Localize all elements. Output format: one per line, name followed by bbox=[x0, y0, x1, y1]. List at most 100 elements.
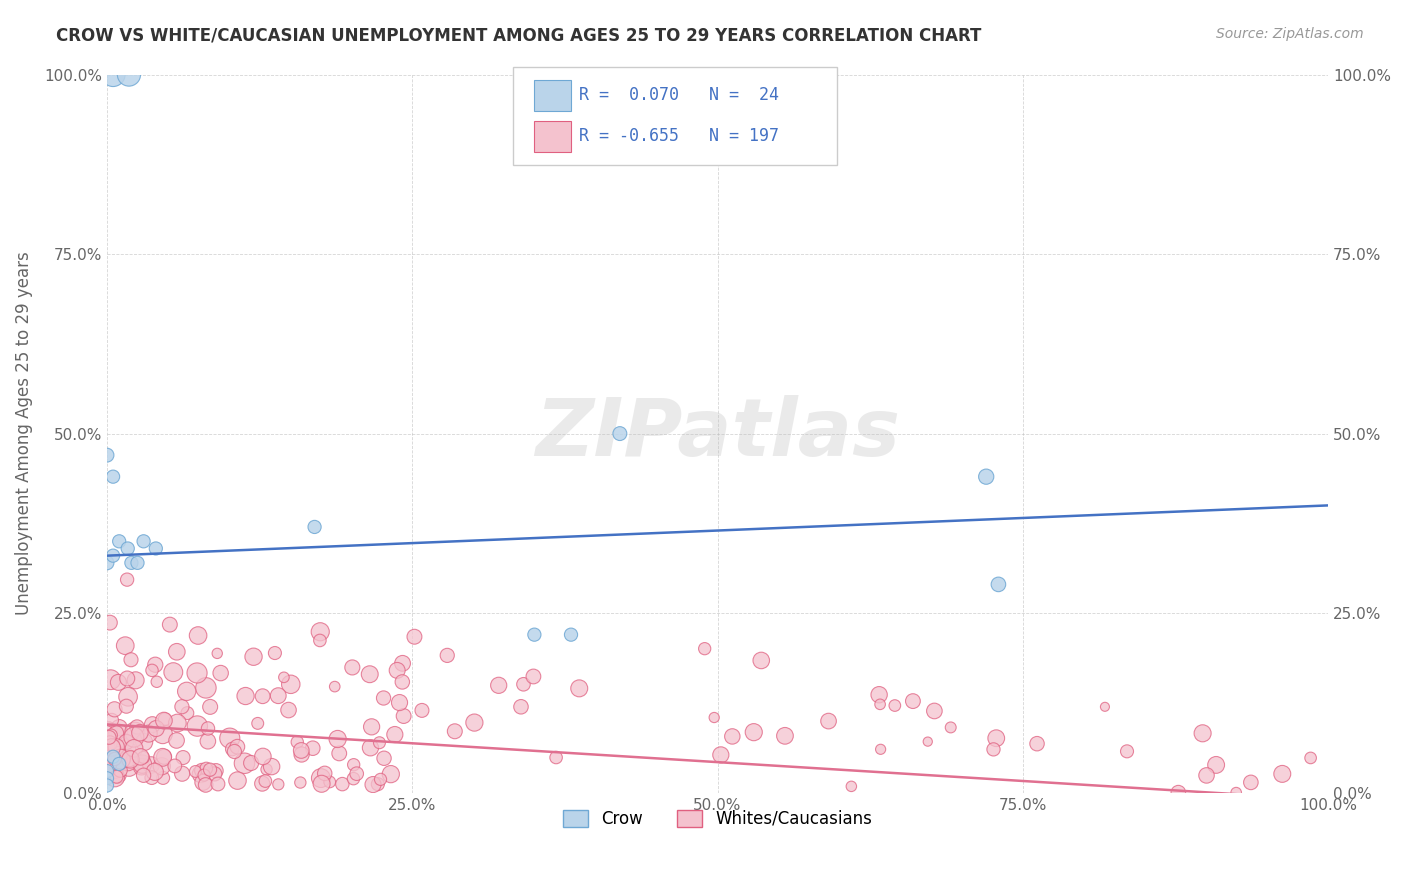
Text: R = -0.655   N = 197: R = -0.655 N = 197 bbox=[579, 128, 779, 145]
Point bbox=[97, 724, 120, 739]
Point bbox=[252, 690, 274, 704]
Point bbox=[264, 646, 287, 660]
Point bbox=[568, 681, 591, 696]
Point bbox=[1167, 786, 1189, 800]
Point bbox=[443, 724, 465, 739]
Point bbox=[207, 646, 229, 660]
Point bbox=[384, 727, 406, 741]
Point bbox=[98, 763, 121, 777]
Point bbox=[191, 775, 214, 789]
Point bbox=[510, 699, 533, 714]
Point bbox=[209, 666, 232, 681]
Point bbox=[96, 764, 118, 778]
Point bbox=[115, 573, 138, 587]
Point bbox=[129, 750, 152, 764]
Point bbox=[138, 726, 160, 740]
Point bbox=[463, 715, 485, 730]
Point bbox=[101, 469, 124, 483]
Point bbox=[105, 764, 128, 778]
Point bbox=[190, 767, 212, 781]
Point bbox=[987, 577, 1010, 591]
Point bbox=[273, 670, 295, 684]
Point bbox=[343, 757, 366, 772]
Point bbox=[512, 677, 534, 691]
Point bbox=[152, 750, 174, 764]
Point bbox=[226, 739, 249, 754]
Point bbox=[104, 770, 127, 784]
Point bbox=[197, 722, 219, 736]
Point bbox=[986, 731, 1008, 746]
Point bbox=[115, 672, 138, 686]
Point bbox=[207, 777, 229, 791]
Point bbox=[721, 730, 744, 744]
Point bbox=[194, 778, 217, 792]
Y-axis label: Unemployment Among Ages 25 to 29 years: Unemployment Among Ages 25 to 29 years bbox=[15, 252, 32, 615]
Point bbox=[1191, 726, 1213, 740]
Point bbox=[323, 680, 346, 694]
Legend: Crow, Whites/Caucasians: Crow, Whites/Caucasians bbox=[557, 803, 879, 835]
Point bbox=[101, 68, 124, 82]
Point bbox=[110, 764, 132, 778]
Point bbox=[773, 729, 796, 743]
Point bbox=[198, 763, 221, 777]
Point bbox=[380, 767, 402, 781]
Point bbox=[326, 731, 349, 746]
Point bbox=[101, 755, 124, 769]
Point bbox=[1195, 768, 1218, 782]
Point bbox=[311, 777, 333, 791]
Point bbox=[361, 778, 384, 792]
Point bbox=[204, 767, 226, 781]
Point bbox=[105, 726, 128, 740]
Point bbox=[370, 772, 392, 787]
Point bbox=[841, 780, 863, 794]
Point bbox=[309, 624, 332, 639]
Point bbox=[114, 639, 136, 653]
Point bbox=[110, 751, 132, 765]
Point bbox=[166, 645, 188, 659]
Point bbox=[197, 734, 219, 748]
Point bbox=[436, 648, 458, 663]
Point bbox=[309, 633, 332, 648]
Point bbox=[101, 549, 124, 563]
Point bbox=[221, 742, 243, 756]
Point bbox=[163, 759, 186, 773]
Point bbox=[132, 534, 155, 549]
Point bbox=[118, 751, 141, 765]
Point bbox=[132, 768, 155, 782]
Point bbox=[96, 448, 118, 462]
Point bbox=[290, 743, 312, 757]
Point bbox=[224, 744, 246, 758]
Point bbox=[252, 776, 274, 790]
Point bbox=[391, 657, 413, 671]
Point bbox=[1116, 744, 1139, 758]
Point bbox=[152, 727, 174, 741]
Point bbox=[198, 699, 221, 714]
Point bbox=[145, 674, 167, 689]
Point bbox=[195, 762, 218, 776]
Point bbox=[411, 703, 433, 717]
Point bbox=[117, 755, 139, 769]
Point bbox=[193, 768, 215, 782]
Point bbox=[153, 712, 176, 726]
Point bbox=[118, 760, 141, 774]
Point bbox=[359, 667, 381, 681]
Point bbox=[120, 556, 142, 570]
Point bbox=[749, 653, 772, 667]
Point bbox=[96, 772, 118, 786]
Point bbox=[176, 684, 198, 698]
Point bbox=[983, 742, 1005, 756]
Point bbox=[330, 777, 353, 791]
Point bbox=[1205, 758, 1227, 772]
Point bbox=[115, 735, 138, 749]
Point bbox=[108, 534, 131, 549]
Point bbox=[162, 665, 184, 680]
Point bbox=[172, 750, 194, 764]
Point bbox=[96, 779, 118, 793]
Point bbox=[122, 741, 145, 756]
Point bbox=[883, 698, 905, 713]
Point bbox=[110, 752, 132, 766]
Point bbox=[301, 741, 323, 756]
Point bbox=[153, 749, 176, 764]
Point bbox=[917, 734, 939, 748]
Point bbox=[1026, 737, 1049, 751]
